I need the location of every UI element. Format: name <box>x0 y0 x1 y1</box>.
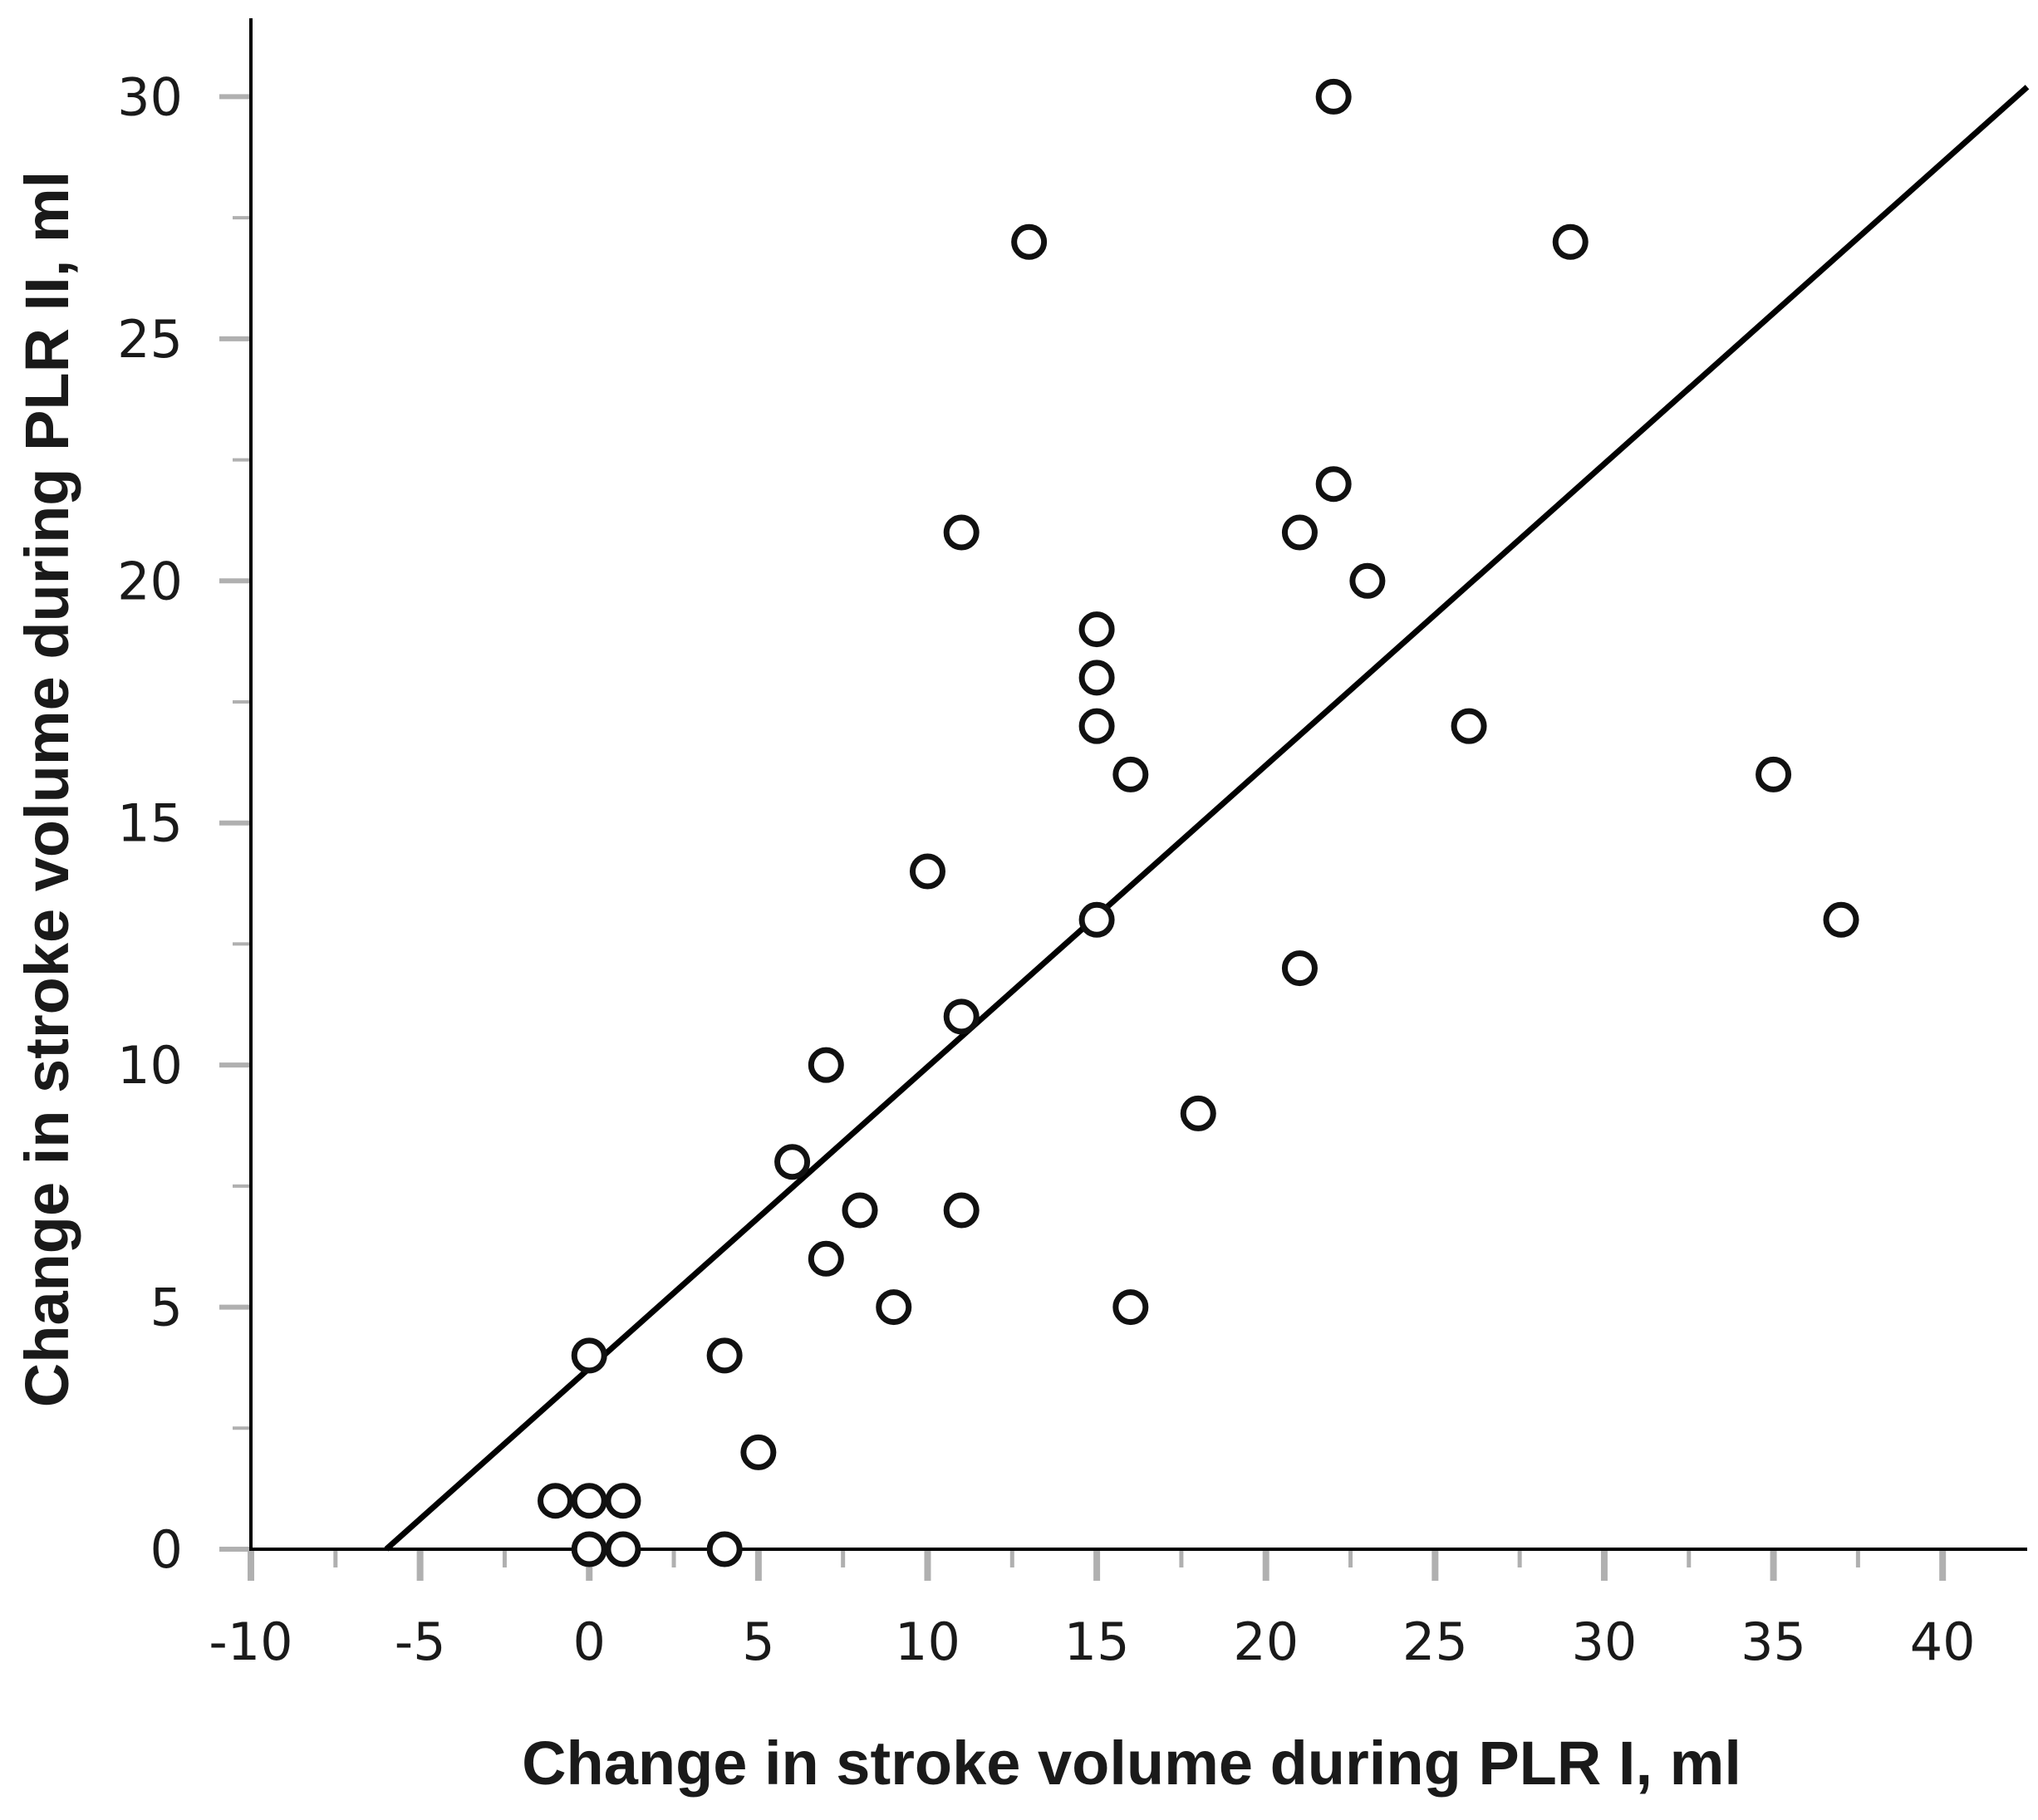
data-point <box>538 1483 574 1519</box>
data-points <box>538 78 1859 1567</box>
x-tick-label: 25 <box>1402 1612 1468 1672</box>
y-tick-label: 15 <box>117 793 183 854</box>
y-axis-title: Change in stroke volume during PLR II, m… <box>12 171 81 1407</box>
data-point <box>1112 756 1149 792</box>
data-point <box>1112 1289 1149 1326</box>
data-point <box>1180 1095 1216 1131</box>
y-tick-label: 10 <box>117 1035 183 1096</box>
x-tick-label: -5 <box>395 1612 446 1672</box>
data-point <box>1078 611 1115 648</box>
data-point <box>1349 562 1386 599</box>
x-tick-labels: -10 -5 0 5 10 15 20 25 30 35 40 <box>209 1612 1975 1672</box>
y-tick-labels: 0 5 10 15 20 25 30 <box>117 66 183 1580</box>
data-point <box>808 1240 844 1277</box>
data-point <box>1315 78 1352 115</box>
data-point <box>1011 223 1048 260</box>
data-point <box>740 1434 777 1470</box>
data-point <box>571 1337 607 1374</box>
x-tick-label: 15 <box>1064 1612 1130 1672</box>
x-tick-label: -10 <box>209 1612 292 1672</box>
x-tick-label: 0 <box>573 1612 606 1672</box>
data-point <box>1078 901 1115 938</box>
data-point <box>808 1047 844 1083</box>
y-tick-label: 5 <box>150 1278 183 1338</box>
data-point <box>1078 660 1115 696</box>
data-point <box>1281 950 1318 987</box>
data-point <box>943 998 980 1035</box>
data-point <box>1315 466 1352 503</box>
y-tick-label: 20 <box>117 551 183 611</box>
data-point <box>842 1192 878 1229</box>
data-point <box>943 1192 980 1229</box>
fit-line <box>384 85 2030 1552</box>
data-point <box>1281 514 1318 551</box>
y-tick-label: 25 <box>117 309 183 370</box>
data-point <box>774 1144 811 1180</box>
data-point <box>706 1531 743 1567</box>
x-tick-label: 10 <box>895 1612 960 1672</box>
data-point <box>1823 901 1859 938</box>
data-point <box>605 1531 641 1567</box>
tick-marks <box>219 94 1947 1581</box>
data-point <box>1451 708 1487 744</box>
data-point <box>1756 756 1792 792</box>
axes <box>249 18 2027 1551</box>
fit-line-group <box>384 85 2030 1552</box>
data-point <box>943 514 980 551</box>
y-tick-label: 0 <box>150 1519 183 1580</box>
x-tick-label: 40 <box>1910 1612 1976 1672</box>
x-axis-title: Change in stroke volume during PLR I, ml <box>522 1729 1741 1798</box>
data-point <box>571 1483 607 1519</box>
x-tick-label: 35 <box>1741 1612 1806 1672</box>
data-point <box>706 1337 743 1374</box>
data-point <box>605 1483 641 1519</box>
data-point <box>876 1289 912 1326</box>
data-point <box>909 853 945 890</box>
data-point <box>1078 708 1115 744</box>
data-point <box>571 1531 607 1567</box>
data-point <box>1552 223 1589 260</box>
y-tick-label: 30 <box>117 66 183 127</box>
x-tick-label: 30 <box>1571 1612 1637 1672</box>
x-tick-label: 5 <box>742 1612 774 1672</box>
x-tick-label: 20 <box>1233 1612 1299 1672</box>
